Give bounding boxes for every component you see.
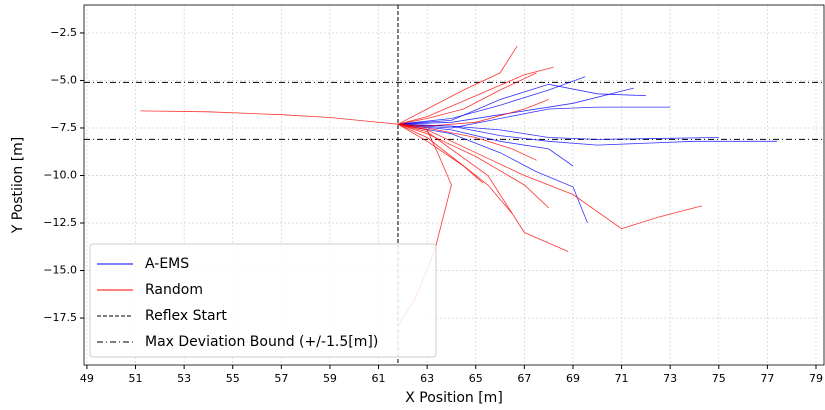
trajectory <box>397 45 518 125</box>
x-tick-label: 79 <box>809 372 823 385</box>
y-axis-label: Y Postiion [m] <box>10 137 26 235</box>
trajectory <box>397 83 646 125</box>
x-tick-label: 49 <box>80 372 94 385</box>
trajectory <box>397 123 702 230</box>
trajectory <box>397 66 554 125</box>
x-tick-label: 67 <box>517 372 531 385</box>
x-tick-label: 65 <box>469 372 483 385</box>
trajectory <box>397 106 671 129</box>
x-axis-label: X Position [m] <box>405 390 503 406</box>
x-tick-label: 77 <box>760 372 774 385</box>
legend-label: A-EMS <box>145 256 189 272</box>
trajectory <box>397 123 484 184</box>
x-tick-label: 61 <box>372 372 386 385</box>
x-tick-label: 59 <box>323 372 337 385</box>
y-tick-label: −12.5 <box>43 216 77 229</box>
trajectory <box>397 123 574 167</box>
legend-box <box>89 243 437 358</box>
trajectory <box>397 72 537 125</box>
x-tick-label: 63 <box>420 372 434 385</box>
trajectory <box>397 87 634 125</box>
legend-label: Max Deviation Bound (+/-1.5[m]) <box>145 334 378 350</box>
y-tick-label: −17.5 <box>43 311 77 324</box>
x-tick-label: 57 <box>274 372 288 385</box>
x-tick-label: 51 <box>129 372 143 385</box>
x-tick-label: 75 <box>712 372 726 385</box>
trajectory <box>397 99 549 127</box>
y-tick-label: −15.0 <box>43 264 77 277</box>
legend-label: Random <box>145 282 203 298</box>
legend: A-EMS Random Reflex Start Max Deviation Bou… <box>89 243 437 358</box>
x-tick-label: 71 <box>615 372 629 385</box>
y-tick-label: −2.5 <box>50 26 77 39</box>
trajectory <box>397 123 537 161</box>
trajectory <box>397 76 586 125</box>
trajectory <box>397 123 719 140</box>
y-tick-label: −10.0 <box>43 168 77 181</box>
trajectory <box>397 123 513 214</box>
x-tick-label: 55 <box>226 372 240 385</box>
trajectory <box>397 123 569 252</box>
y-tick-label: −5.0 <box>50 73 77 86</box>
y-tick-label: −7.5 <box>50 121 77 134</box>
trajectory <box>397 123 588 224</box>
x-tick-label: 69 <box>566 372 580 385</box>
trajectory <box>397 123 549 209</box>
trajectory <box>140 110 399 125</box>
x-tick-label: 53 <box>177 372 191 385</box>
x-tick-label: 73 <box>663 372 677 385</box>
plot-frame <box>83 4 825 366</box>
legend-label: Reflex Start <box>145 308 227 324</box>
